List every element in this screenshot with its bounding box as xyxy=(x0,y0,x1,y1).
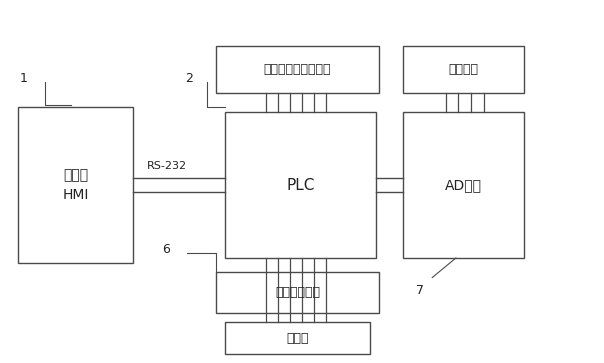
Text: 7: 7 xyxy=(416,284,425,297)
Bar xyxy=(216,46,379,93)
Bar xyxy=(225,322,370,354)
Bar xyxy=(216,272,379,313)
Bar xyxy=(225,112,376,258)
Text: 压力信号: 压力信号 xyxy=(448,63,478,76)
Text: 无触点继电器: 无触点继电器 xyxy=(275,286,320,299)
Text: AD模块: AD模块 xyxy=(445,178,482,192)
Text: 工控机
HMI: 工控机 HMI xyxy=(62,168,89,202)
Text: 6: 6 xyxy=(162,242,170,256)
Text: 2: 2 xyxy=(185,72,193,85)
Bar xyxy=(18,107,133,263)
Text: 按鈕及限位开关信号: 按鈕及限位开关信号 xyxy=(264,63,332,76)
Text: 电磁阀: 电磁阀 xyxy=(286,331,309,344)
Text: 1: 1 xyxy=(20,72,28,85)
Bar xyxy=(403,46,524,93)
Bar xyxy=(403,112,524,258)
Text: PLC: PLC xyxy=(286,178,315,192)
Text: RS-232: RS-232 xyxy=(147,161,187,171)
